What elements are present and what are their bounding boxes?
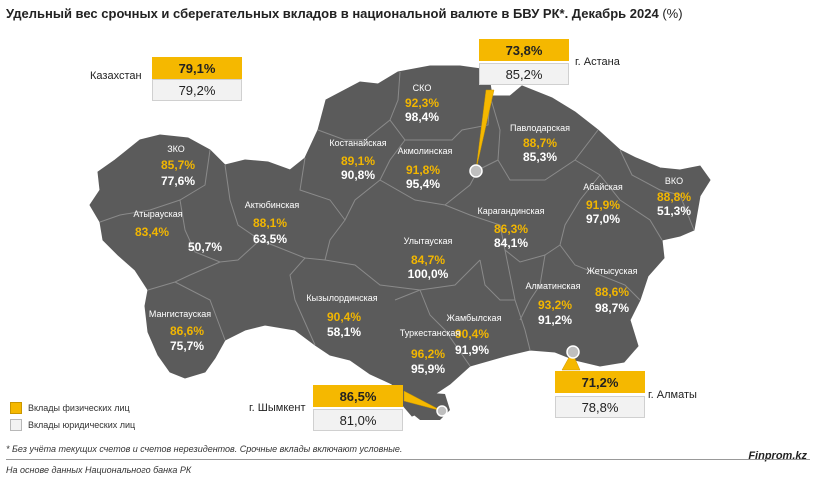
region-name-mang: Мангистауская	[148, 309, 212, 319]
region-legal-ulyt: 100,0%	[407, 267, 449, 281]
region-physical-ulyt: 84,7%	[410, 253, 446, 267]
region-physical-turk: 96,2%	[410, 347, 446, 361]
region-name-pavl: Павлодарская	[510, 123, 570, 133]
region-legal-akm: 95,4%	[405, 177, 441, 191]
shymkent-pointer	[403, 390, 443, 412]
region-physical-vko: 88,8%	[656, 190, 692, 204]
legend-physical-label: Вклады физических лиц	[28, 403, 130, 413]
region-name-abai: Абайская	[583, 182, 623, 192]
region-legal-mang: 75,7%	[169, 339, 205, 353]
region-name-atyr: Атырауская	[133, 209, 183, 219]
almaty-legal-box: 78,8%	[555, 396, 645, 418]
region-name-zham: Жамбылская	[446, 313, 502, 323]
region-legal-kyz: 58,1%	[326, 325, 362, 339]
region-name-kyz: Кызылординская	[306, 293, 378, 303]
footnote: * Без учёта текущих счетов и счетов нере…	[6, 444, 403, 454]
region-legal-atyr: 50,7%	[187, 240, 223, 254]
region-legal-turk: 95,9%	[410, 362, 446, 376]
shymkent-marker	[436, 405, 448, 417]
region-physical-zham: 90,4%	[454, 327, 490, 341]
kazakhstan-physical-box: 79,1%	[152, 57, 242, 79]
region-name-kar: Карагандинская	[477, 206, 545, 216]
map-territory	[89, 65, 711, 417]
region-name-zhet: Жетысуская	[586, 266, 638, 276]
region-physical-alm: 93,2%	[537, 298, 573, 312]
region-physical-zko: 85,7%	[160, 158, 196, 172]
region-physical-kost: 89,1%	[340, 154, 376, 168]
astana-pointer	[475, 89, 495, 171]
almaty-pointer	[561, 351, 581, 371]
footer-divider	[6, 459, 810, 460]
region-physical-sko: 92,3%	[404, 96, 440, 110]
region-legal-alm: 91,2%	[537, 313, 573, 327]
almaty-label: г. Алматы	[648, 389, 697, 401]
kazakhstan-label: Казахстан	[90, 70, 142, 82]
region-physical-atyr: 83,4%	[134, 225, 170, 239]
region-borders	[99, 71, 695, 367]
region-name-kost: Костанайская	[329, 138, 387, 148]
source-note: На основе данных Национального банка РК	[6, 465, 192, 475]
region-name-vko: ВКО	[664, 176, 684, 186]
almaty-physical-box: 71,2%	[555, 371, 645, 393]
region-legal-zham: 91,9%	[454, 343, 490, 357]
shymkent-legal-box: 81,0%	[313, 409, 403, 431]
almaty-marker	[566, 345, 580, 359]
legend-legal-label: Вклады юридических лиц	[28, 420, 136, 430]
legend-legal-swatch	[10, 419, 22, 431]
region-legal-abai: 97,0%	[585, 212, 621, 226]
shymkent-physical-box: 86,5%	[313, 385, 403, 407]
region-legal-zko: 77,6%	[160, 174, 196, 188]
region-legal-vko: 51,3%	[656, 204, 692, 218]
region-legal-akt: 63,5%	[252, 232, 288, 246]
shymkent-label: г. Шымкент	[249, 402, 306, 414]
region-physical-akm: 91,8%	[405, 163, 441, 177]
region-physical-zhet: 88,6%	[594, 285, 630, 299]
region-legal-pavl: 85,3%	[522, 150, 558, 164]
region-legal-kar: 84,1%	[493, 236, 529, 250]
region-physical-akt: 88,1%	[252, 216, 288, 230]
kazakhstan-legal-box: 79,2%	[152, 79, 242, 101]
region-physical-abai: 91,9%	[585, 198, 621, 212]
astana-marker	[469, 164, 483, 178]
brand-logo: Finprom.kz	[748, 450, 807, 462]
region-legal-zhet: 98,7%	[594, 301, 630, 315]
region-physical-mang: 86,6%	[169, 324, 205, 338]
region-legal-sko: 98,4%	[404, 110, 440, 124]
region-name-akt: Актюбинская	[244, 200, 300, 210]
region-name-ulyt: Улытауская	[403, 236, 453, 246]
region-name-zko: ЗКО	[167, 144, 185, 154]
region-name-alm: Алматинская	[525, 281, 581, 291]
astana-label: г. Астана	[575, 56, 620, 68]
region-name-akm: Акмолинская	[397, 146, 453, 156]
chart-title: Удельный вес срочных и сберегательных вк…	[6, 6, 683, 21]
region-name-sko: СКО	[412, 83, 432, 93]
legend-physical-swatch	[10, 402, 22, 414]
astana-physical-box: 73,8%	[479, 39, 569, 61]
region-physical-kar: 86,3%	[493, 222, 529, 236]
region-name-turk: Туркестанская	[399, 328, 461, 338]
region-physical-pavl: 88,7%	[522, 136, 558, 150]
region-legal-kost: 90,8%	[340, 168, 376, 182]
astana-legal-box: 85,2%	[479, 63, 569, 85]
region-physical-kyz: 90,4%	[326, 310, 362, 324]
